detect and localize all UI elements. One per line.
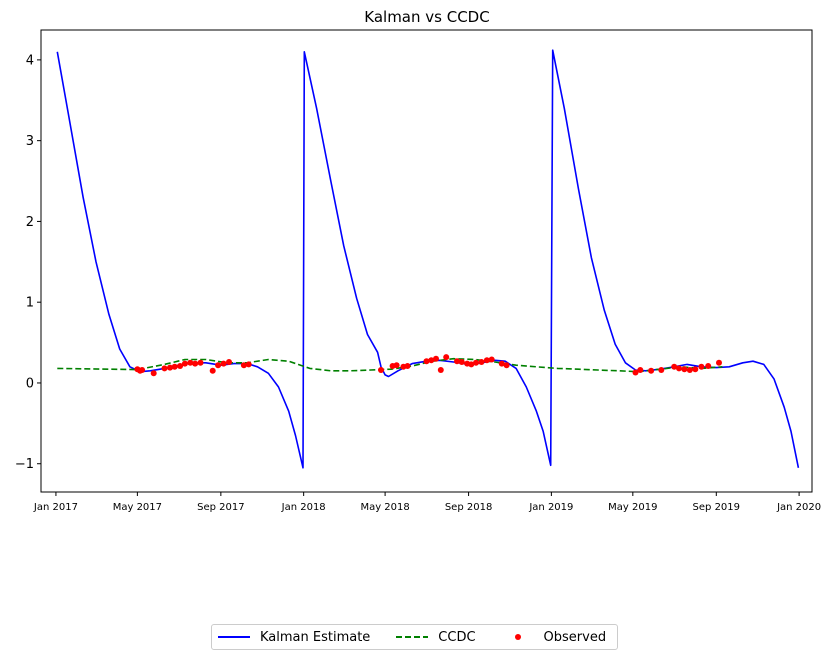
observed-point	[177, 363, 184, 369]
x-tick-label: Jan 2020	[776, 502, 821, 513]
y-axis: −1 0 1 2 3 4	[15, 53, 41, 472]
plot-area	[40, 29, 813, 493]
observed-point	[658, 367, 665, 373]
legend-label: Kalman Estimate	[260, 629, 371, 645]
observed-point	[692, 366, 699, 373]
observed-point	[220, 360, 227, 367]
observed-point	[192, 360, 199, 367]
observed-point	[139, 367, 146, 373]
legend-label: CCDC	[438, 629, 476, 645]
observed-point	[483, 357, 490, 364]
legend-item-observed: Observed	[502, 629, 607, 645]
y-tick-label: 2	[26, 215, 34, 230]
legend-item-ccdc: CCDC	[396, 629, 476, 645]
observed-point	[181, 360, 188, 367]
observed-point	[503, 362, 510, 369]
observed-point	[215, 362, 222, 369]
observed-point	[378, 367, 384, 373]
x-tick-label: Jan 2017	[33, 502, 78, 513]
x-tick-label: Jan 2018	[281, 502, 326, 513]
observed-point	[437, 367, 444, 373]
observed-point	[648, 367, 655, 374]
observed-point	[632, 369, 639, 376]
y-tick-label: 0	[26, 376, 34, 391]
observed-point	[698, 363, 705, 370]
observed-point	[686, 367, 693, 373]
x-tick-label: May 2018	[360, 502, 409, 513]
observed-point	[187, 359, 194, 366]
y-tick-label: −1	[15, 457, 34, 472]
observed-point	[197, 359, 204, 366]
x-tick-label: Jan 2019	[528, 502, 573, 513]
chart-title: Kalman vs CCDC	[364, 8, 489, 26]
observed-point	[468, 361, 475, 368]
x-tick-label: Sep 2019	[693, 502, 740, 513]
observed-point	[458, 359, 465, 365]
observed-point	[240, 362, 247, 369]
legend-swatch-point	[514, 634, 521, 640]
observed-point	[209, 367, 216, 374]
x-tick-label: May 2019	[608, 502, 657, 513]
observed-point	[171, 363, 178, 370]
observed-point	[428, 357, 435, 364]
legend-label: Observed	[543, 629, 607, 645]
observed-point	[443, 354, 450, 361]
observed-point	[681, 366, 688, 373]
observed-point	[671, 363, 678, 370]
observed-point	[716, 359, 722, 366]
y-tick-label: 4	[26, 53, 34, 68]
observed-point	[454, 358, 460, 365]
y-tick-label: 1	[26, 296, 34, 311]
observed-point	[433, 355, 439, 362]
x-tick-label: Sep 2018	[445, 502, 492, 513]
observed-point	[676, 365, 682, 372]
observed-point	[245, 361, 252, 368]
observed-point	[167, 364, 173, 371]
legend-item-kalman: Kalman Estimate	[218, 630, 370, 645]
legend-swatch-dashed-line	[396, 636, 429, 638]
observed-point	[404, 363, 411, 369]
observed-point	[498, 360, 505, 367]
observed-point	[150, 370, 157, 377]
observed-point	[423, 358, 430, 365]
series-layer	[56, 49, 800, 469]
y-tick-label: 3	[26, 134, 34, 149]
observed-point	[393, 362, 400, 369]
x-axis: Jan 2017 May 2017 Sep 2017 Jan 2018 May 2018…	[33, 492, 821, 513]
legend-swatch-solid-line	[218, 636, 250, 638]
x-tick-label: May 2017	[113, 502, 162, 513]
legend: Kalman Estimate CCDC Observed	[211, 624, 618, 650]
observed-point	[705, 363, 712, 369]
observed-point	[637, 367, 644, 373]
x-tick-label: Sep 2017	[197, 502, 244, 513]
observed-point	[473, 359, 479, 366]
observed-point	[226, 359, 232, 365]
observed-point	[478, 359, 485, 365]
observed-point	[161, 365, 168, 372]
observed-point	[488, 356, 495, 363]
